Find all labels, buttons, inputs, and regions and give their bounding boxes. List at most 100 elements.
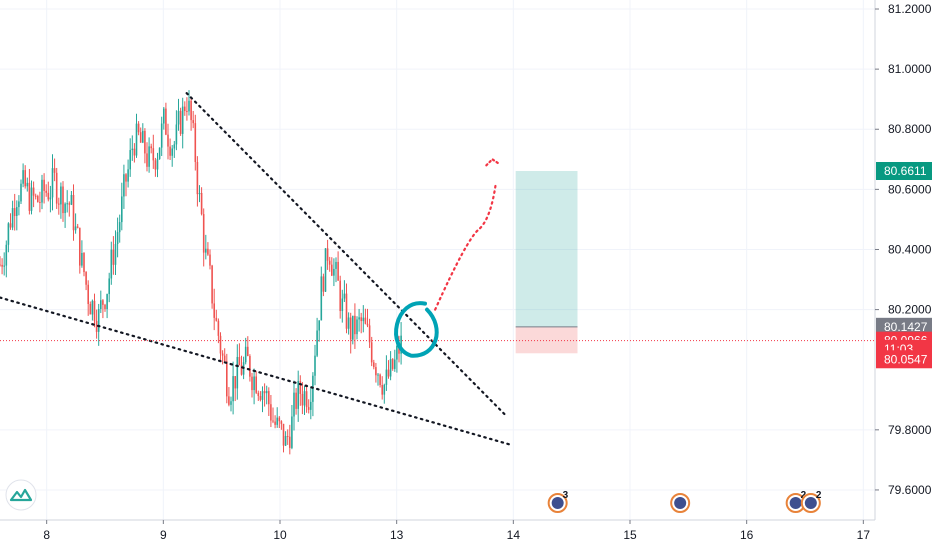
candle-body bbox=[368, 325, 371, 343]
candle-body bbox=[188, 100, 190, 112]
candle-body bbox=[64, 203, 66, 214]
candle-body bbox=[396, 345, 398, 360]
candle-body bbox=[291, 416, 293, 448]
candle-body bbox=[110, 249, 113, 279]
profit-zone[interactable] bbox=[515, 170, 578, 327]
price-label-stop[interactable] bbox=[876, 350, 932, 369]
candle-body bbox=[211, 265, 213, 304]
candle-body bbox=[152, 148, 155, 161]
candle-body bbox=[335, 261, 337, 269]
drawings[interactable] bbox=[0, 92, 875, 446]
price-label-entry[interactable] bbox=[876, 317, 932, 336]
candle-body bbox=[91, 300, 94, 315]
candle-body bbox=[354, 315, 356, 335]
candle-body bbox=[135, 123, 138, 156]
event-flag-icon bbox=[674, 497, 687, 509]
candle-body bbox=[20, 183, 22, 202]
candle-body bbox=[333, 268, 335, 276]
candle-body bbox=[95, 320, 98, 332]
candle-body bbox=[251, 376, 253, 391]
time-axis[interactable]: 8 9 10 13 14 15 16 17 bbox=[43, 520, 870, 542]
loss-zone[interactable] bbox=[515, 326, 578, 354]
candle-body bbox=[60, 186, 62, 205]
candle-body bbox=[305, 391, 308, 408]
candle-body bbox=[22, 170, 24, 184]
price-axis[interactable]: 81.2000 81.0000 80.8000 80.6000 80.4000 80.20… bbox=[875, 2, 932, 497]
x-tick-label: 15 bbox=[623, 528, 637, 542]
candle-body bbox=[268, 391, 270, 405]
candle-body bbox=[377, 374, 379, 376]
y-tick-label: 80.4000 bbox=[888, 242, 932, 256]
candle-body bbox=[165, 108, 167, 135]
candle-body bbox=[114, 244, 117, 265]
long-position-tool[interactable] bbox=[515, 170, 578, 354]
candle-body bbox=[129, 150, 131, 170]
candle-body bbox=[58, 203, 60, 205]
candle-body bbox=[263, 391, 266, 394]
candle-body bbox=[160, 123, 163, 148]
y-tick-label: 79.6000 bbox=[888, 483, 932, 497]
x-tick-label: 14 bbox=[507, 528, 521, 542]
candle-body bbox=[299, 381, 302, 394]
candle-body bbox=[270, 404, 272, 421]
trendline-upper-resistance[interactable] bbox=[185, 92, 507, 416]
projection-path[interactable] bbox=[434, 182, 497, 311]
candle-body bbox=[1, 264, 3, 267]
candle-body bbox=[156, 158, 159, 170]
candle-body bbox=[326, 248, 329, 261]
candle-body bbox=[236, 357, 239, 389]
candle-body bbox=[196, 162, 199, 195]
candle-body bbox=[202, 214, 205, 253]
candle-body bbox=[24, 170, 26, 187]
candle-body bbox=[379, 374, 381, 386]
candle-body bbox=[394, 359, 396, 369]
candle-body bbox=[234, 376, 236, 389]
candle-body bbox=[184, 106, 186, 112]
candle-body bbox=[3, 265, 5, 267]
tradingview-logo[interactable] bbox=[5, 479, 37, 511]
candle-body bbox=[364, 317, 367, 324]
candle-body bbox=[30, 187, 33, 211]
chart-grid bbox=[0, 0, 875, 520]
x-tick-label: 8 bbox=[43, 528, 50, 542]
candle-body bbox=[324, 248, 327, 292]
candle-body bbox=[255, 376, 257, 393]
candle-body bbox=[97, 308, 100, 332]
candle-body bbox=[205, 248, 207, 253]
candle-body bbox=[352, 315, 354, 340]
candle-body bbox=[295, 392, 297, 409]
candle-body bbox=[387, 369, 390, 377]
logo-cloud-icon bbox=[9, 488, 33, 502]
candle-body bbox=[181, 106, 184, 134]
candle-body bbox=[116, 232, 119, 245]
candle-body bbox=[55, 172, 58, 204]
candle-body bbox=[89, 303, 92, 315]
candle-body bbox=[286, 436, 289, 438]
highlight-circle[interactable] bbox=[394, 301, 439, 358]
price-label-target[interactable] bbox=[876, 161, 932, 180]
x-tick-label: 16 bbox=[740, 528, 754, 542]
candle-body bbox=[28, 182, 31, 211]
candle-body bbox=[375, 367, 377, 376]
candle-body bbox=[217, 320, 220, 336]
candle-body bbox=[356, 319, 358, 335]
candle-body bbox=[322, 276, 325, 292]
candle-body bbox=[307, 407, 310, 410]
trendline-lower-support[interactable] bbox=[0, 296, 513, 446]
candle-body bbox=[272, 420, 274, 422]
candle-body bbox=[345, 293, 348, 329]
candle-body bbox=[102, 300, 104, 305]
candle-body bbox=[301, 393, 304, 406]
candle-body bbox=[247, 346, 249, 357]
candle-body bbox=[373, 362, 375, 368]
candle-body bbox=[389, 359, 392, 377]
candle-body bbox=[53, 168, 56, 173]
event-count: 2 bbox=[816, 490, 822, 501]
candle-body bbox=[9, 223, 12, 228]
candle-body bbox=[192, 120, 194, 124]
x-tick-label: 9 bbox=[160, 528, 167, 542]
candle-body bbox=[68, 203, 71, 205]
candle-body bbox=[66, 203, 68, 205]
